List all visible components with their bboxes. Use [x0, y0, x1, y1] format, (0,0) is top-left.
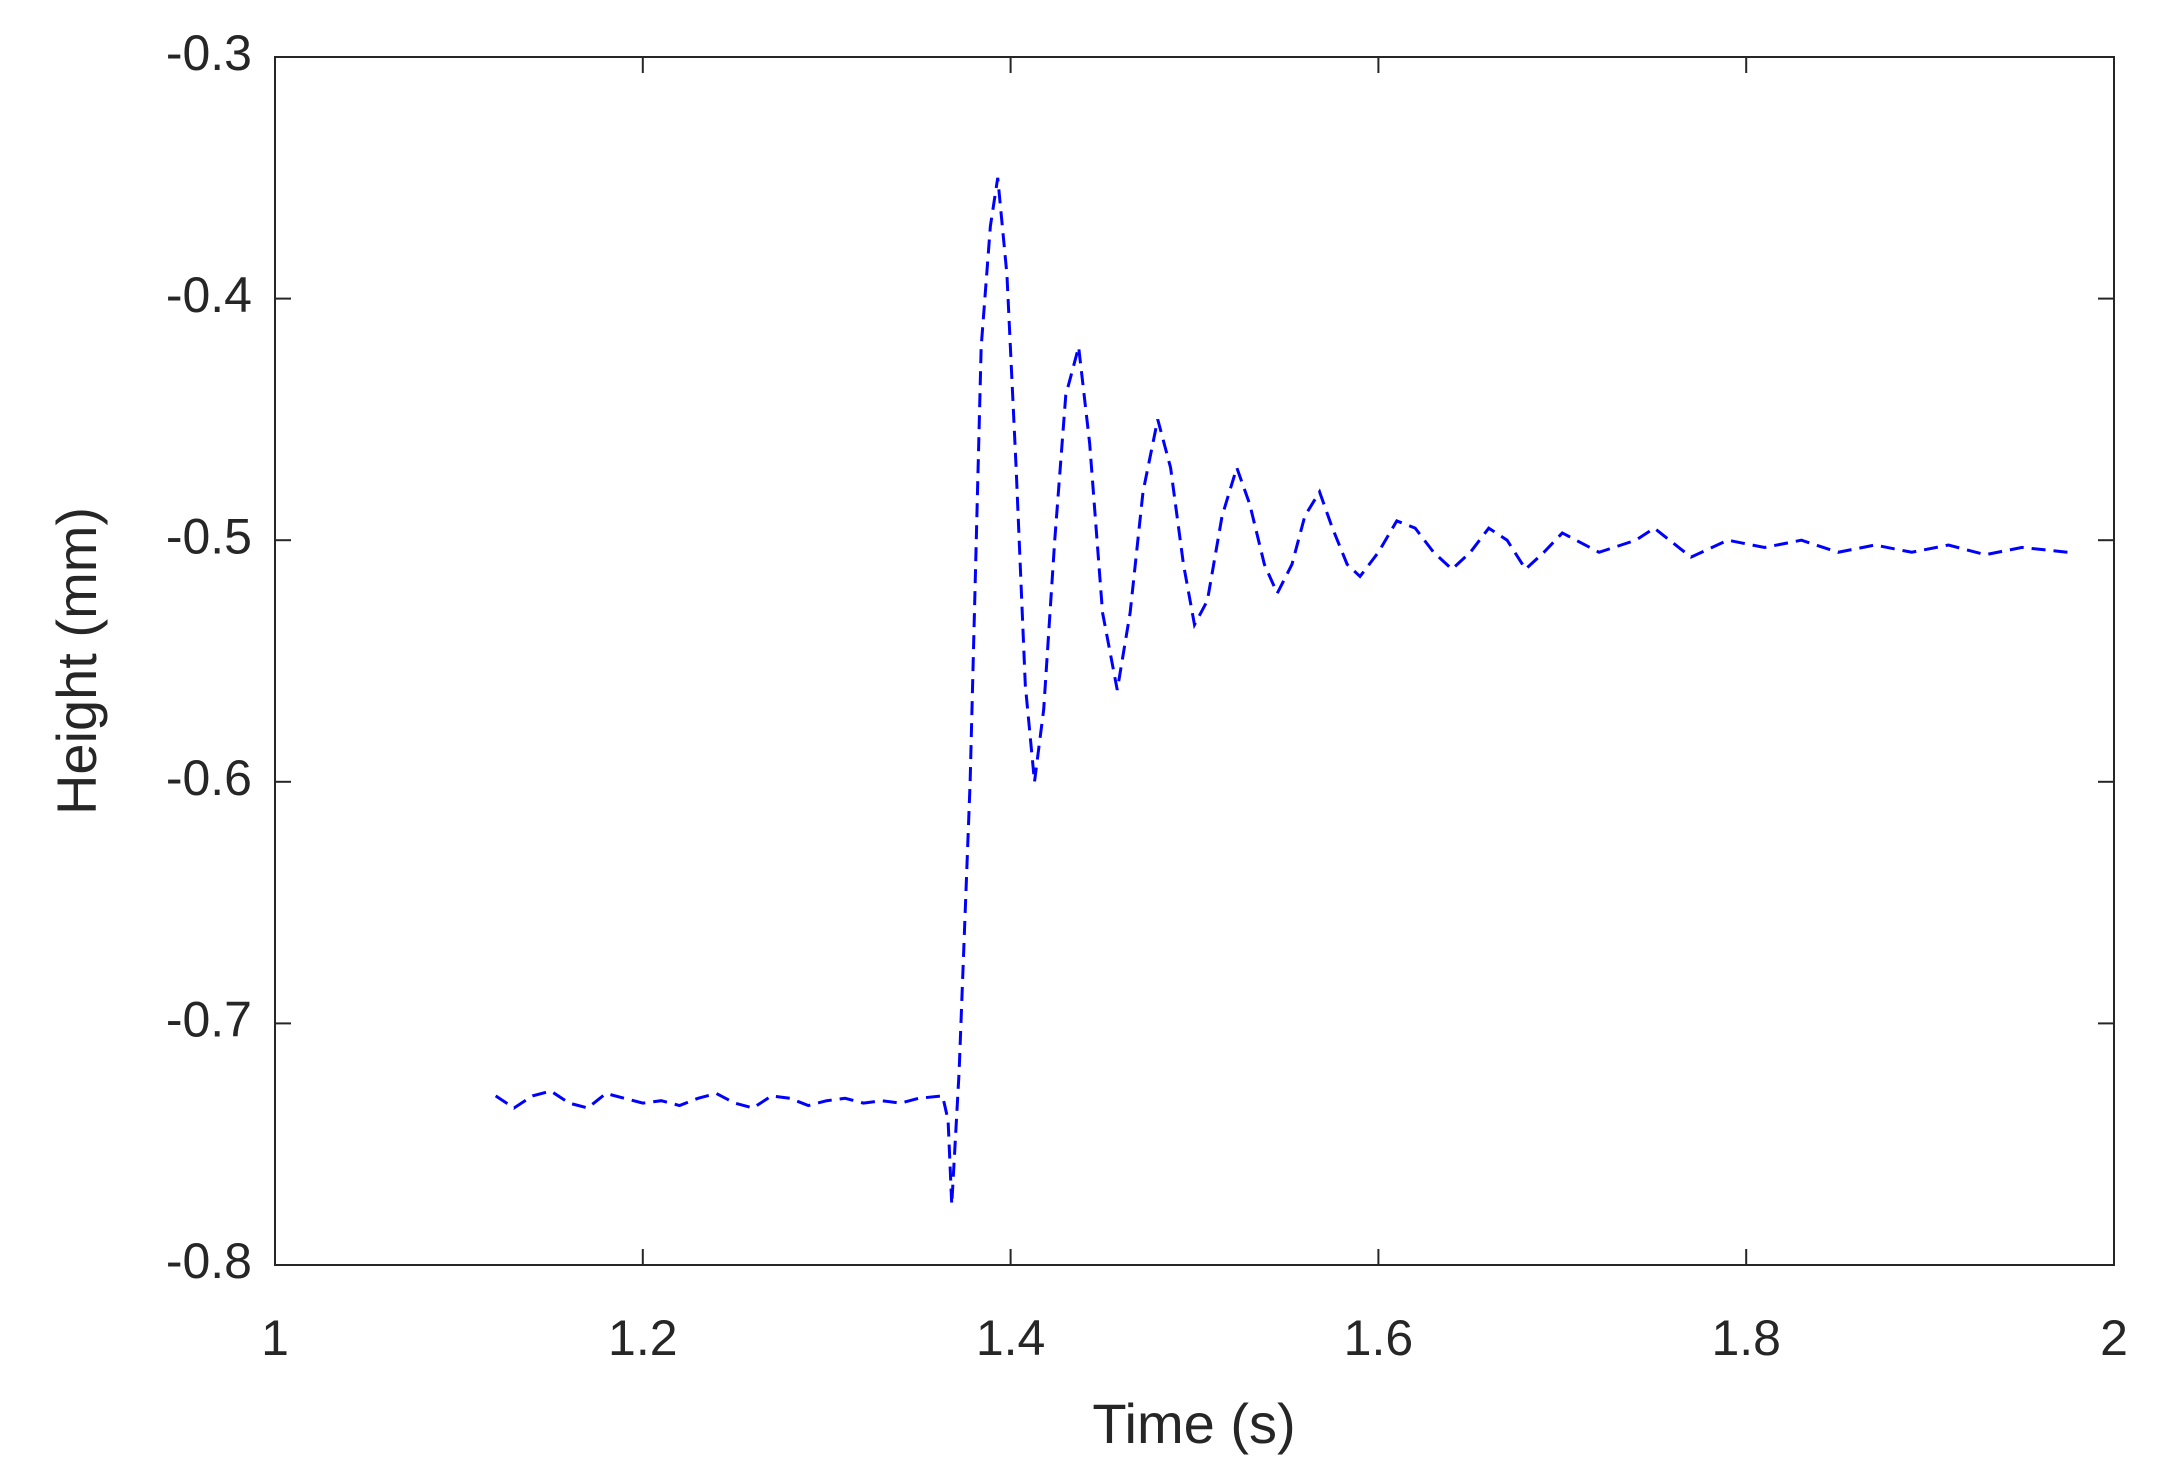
x-tick-label: 1.8 — [1711, 1310, 1781, 1366]
y-tick-label: -0.3 — [166, 25, 252, 81]
x-tick-label: 1.4 — [976, 1310, 1046, 1366]
y-tick-label: -0.5 — [166, 508, 252, 564]
y-tick-label: -0.8 — [166, 1233, 252, 1289]
x-tick-label: 1.6 — [1344, 1310, 1414, 1366]
x-axis-label: Time (s) — [1092, 1392, 1295, 1455]
data-line — [494, 177, 2069, 1205]
x-tick-label: 1.2 — [608, 1310, 678, 1366]
plot-frame — [274, 56, 2115, 1266]
x-tick-label: 1 — [261, 1310, 289, 1366]
x-tick-label: 2 — [2100, 1310, 2128, 1366]
y-axis-label: Height (mm) — [45, 507, 108, 815]
y-tick-label: -0.4 — [166, 267, 252, 323]
y-tick-label: -0.7 — [166, 992, 252, 1048]
y-tick-label: -0.6 — [166, 750, 252, 806]
